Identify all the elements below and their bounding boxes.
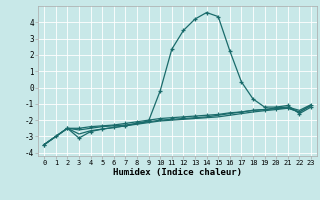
X-axis label: Humidex (Indice chaleur): Humidex (Indice chaleur) xyxy=(113,168,242,177)
